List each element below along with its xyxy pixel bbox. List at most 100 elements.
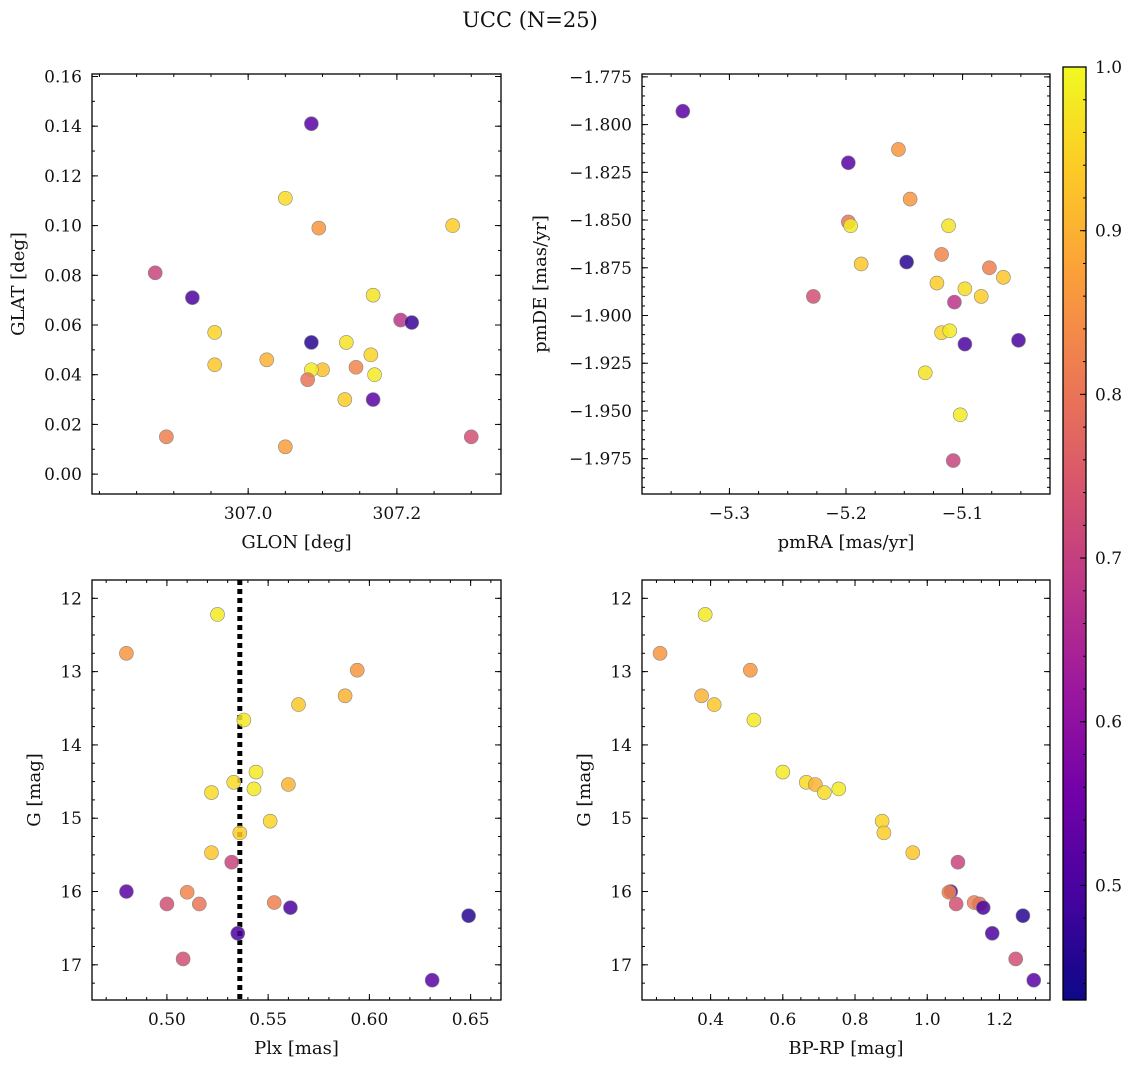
y-tick-label: 0.00 bbox=[44, 465, 82, 485]
data-point bbox=[941, 218, 956, 234]
y-tick-label: 12 bbox=[610, 589, 632, 609]
y-tick-label: 0.12 bbox=[44, 167, 82, 187]
y-tick-label: 17 bbox=[610, 956, 632, 976]
axes-frame bbox=[91, 579, 502, 1001]
data-point bbox=[204, 785, 219, 800]
y-tick-label: 14 bbox=[60, 736, 82, 756]
colorbar-frame bbox=[1062, 66, 1087, 1001]
y-tick-label: −1.975 bbox=[569, 450, 632, 470]
x-tick-label: 1.0 bbox=[914, 1010, 941, 1030]
data-point bbox=[365, 287, 381, 303]
data-point bbox=[1015, 908, 1031, 924]
data-point bbox=[246, 781, 262, 797]
data-point bbox=[952, 407, 968, 423]
data-point bbox=[706, 697, 722, 712]
data-point bbox=[278, 439, 293, 455]
data-point bbox=[1011, 333, 1026, 348]
data-point bbox=[697, 607, 713, 622]
colorbar-tick-label: 1.0 bbox=[1095, 58, 1122, 78]
data-point bbox=[1008, 951, 1023, 967]
data-point bbox=[207, 357, 222, 373]
data-point bbox=[262, 813, 278, 829]
data-point bbox=[463, 429, 479, 445]
x-tick-label: 0.8 bbox=[842, 1010, 869, 1030]
y-tick-label: −1.925 bbox=[569, 354, 632, 374]
y-tick-label: 15 bbox=[610, 809, 632, 829]
y-tick-label: 13 bbox=[610, 663, 632, 683]
data-point bbox=[461, 908, 476, 924]
colorbar: 0.5 0.6 0.7 0.8 0.9 1.0 bbox=[1062, 58, 1122, 1001]
y-tick-label: 16 bbox=[610, 883, 632, 903]
y-tick-label: −1.800 bbox=[569, 116, 632, 136]
data-point bbox=[899, 254, 914, 270]
x-tick-label: 307.2 bbox=[373, 504, 422, 524]
y-tick-label: 0.04 bbox=[44, 366, 82, 386]
y-tick-label: 12 bbox=[60, 589, 82, 609]
data-point bbox=[304, 335, 319, 350]
y-axis-label: G [mag] bbox=[24, 753, 45, 826]
data-point bbox=[675, 103, 691, 119]
data-point bbox=[147, 265, 163, 281]
data-point bbox=[230, 925, 246, 941]
colorbar-gradient bbox=[1063, 67, 1086, 1000]
x-tick-label: −5.3 bbox=[709, 504, 750, 524]
data-point bbox=[982, 260, 997, 276]
x-tick-label: 0.55 bbox=[249, 1010, 287, 1030]
data-point bbox=[891, 142, 906, 157]
data-point bbox=[957, 281, 973, 297]
data-point bbox=[204, 845, 219, 860]
data-point bbox=[259, 352, 275, 368]
data-point bbox=[232, 825, 248, 841]
data-point bbox=[291, 697, 306, 712]
x-tick-label: 0.6 bbox=[769, 1010, 796, 1030]
data-point bbox=[948, 896, 964, 912]
data-point bbox=[947, 294, 962, 310]
x-axis-label: BP-RP [mag] bbox=[788, 1038, 903, 1059]
y-tick-label: −1.900 bbox=[569, 307, 632, 327]
data-point bbox=[185, 290, 200, 305]
y-tick-label: 17 bbox=[60, 956, 82, 976]
data-point bbox=[902, 191, 918, 207]
data-point bbox=[179, 884, 195, 900]
x-tick-label: 0.4 bbox=[697, 1010, 724, 1030]
data-point bbox=[775, 764, 791, 780]
data-point bbox=[831, 781, 847, 797]
data-point bbox=[363, 347, 379, 363]
figure-title: UCC (N=25) bbox=[462, 8, 598, 32]
x-axis-label: Plx [mas] bbox=[254, 1038, 339, 1059]
data-point bbox=[119, 884, 134, 899]
data-point bbox=[806, 289, 821, 304]
data-point bbox=[339, 335, 354, 350]
y-tick-label: −1.875 bbox=[569, 259, 632, 279]
colorbar-tick-label: 0.6 bbox=[1095, 713, 1122, 733]
y-tick-label: −1.825 bbox=[569, 163, 632, 183]
y-axis-label: GLAT [deg] bbox=[8, 232, 29, 336]
data-point bbox=[746, 712, 762, 728]
data-point bbox=[424, 972, 440, 988]
y-tick-label: 0.10 bbox=[44, 217, 82, 237]
data-point bbox=[248, 764, 264, 780]
data-point bbox=[975, 900, 991, 915]
x-tick-label: 0.60 bbox=[350, 1010, 388, 1030]
x-axis-label: GLON [deg] bbox=[241, 532, 351, 553]
data-point bbox=[210, 607, 225, 622]
data-point bbox=[957, 336, 973, 352]
data-point bbox=[743, 662, 758, 678]
y-tick-label: 0.06 bbox=[44, 316, 82, 336]
data-point bbox=[224, 854, 240, 870]
axes-frame bbox=[641, 579, 1051, 1001]
data-point bbox=[404, 315, 420, 330]
data-point bbox=[300, 372, 315, 387]
data-point bbox=[226, 775, 242, 790]
data-point bbox=[266, 895, 282, 910]
y-tick-label: 14 bbox=[610, 736, 632, 756]
data-point bbox=[337, 392, 353, 407]
data-point bbox=[337, 688, 353, 704]
data-point bbox=[945, 453, 961, 468]
data-point bbox=[905, 845, 921, 860]
y-tick-label: −1.950 bbox=[569, 402, 632, 422]
data-point bbox=[365, 392, 381, 407]
x-tick-label: 1.2 bbox=[986, 1010, 1013, 1030]
x-axis-label: pmRA [mas/yr] bbox=[778, 532, 915, 553]
